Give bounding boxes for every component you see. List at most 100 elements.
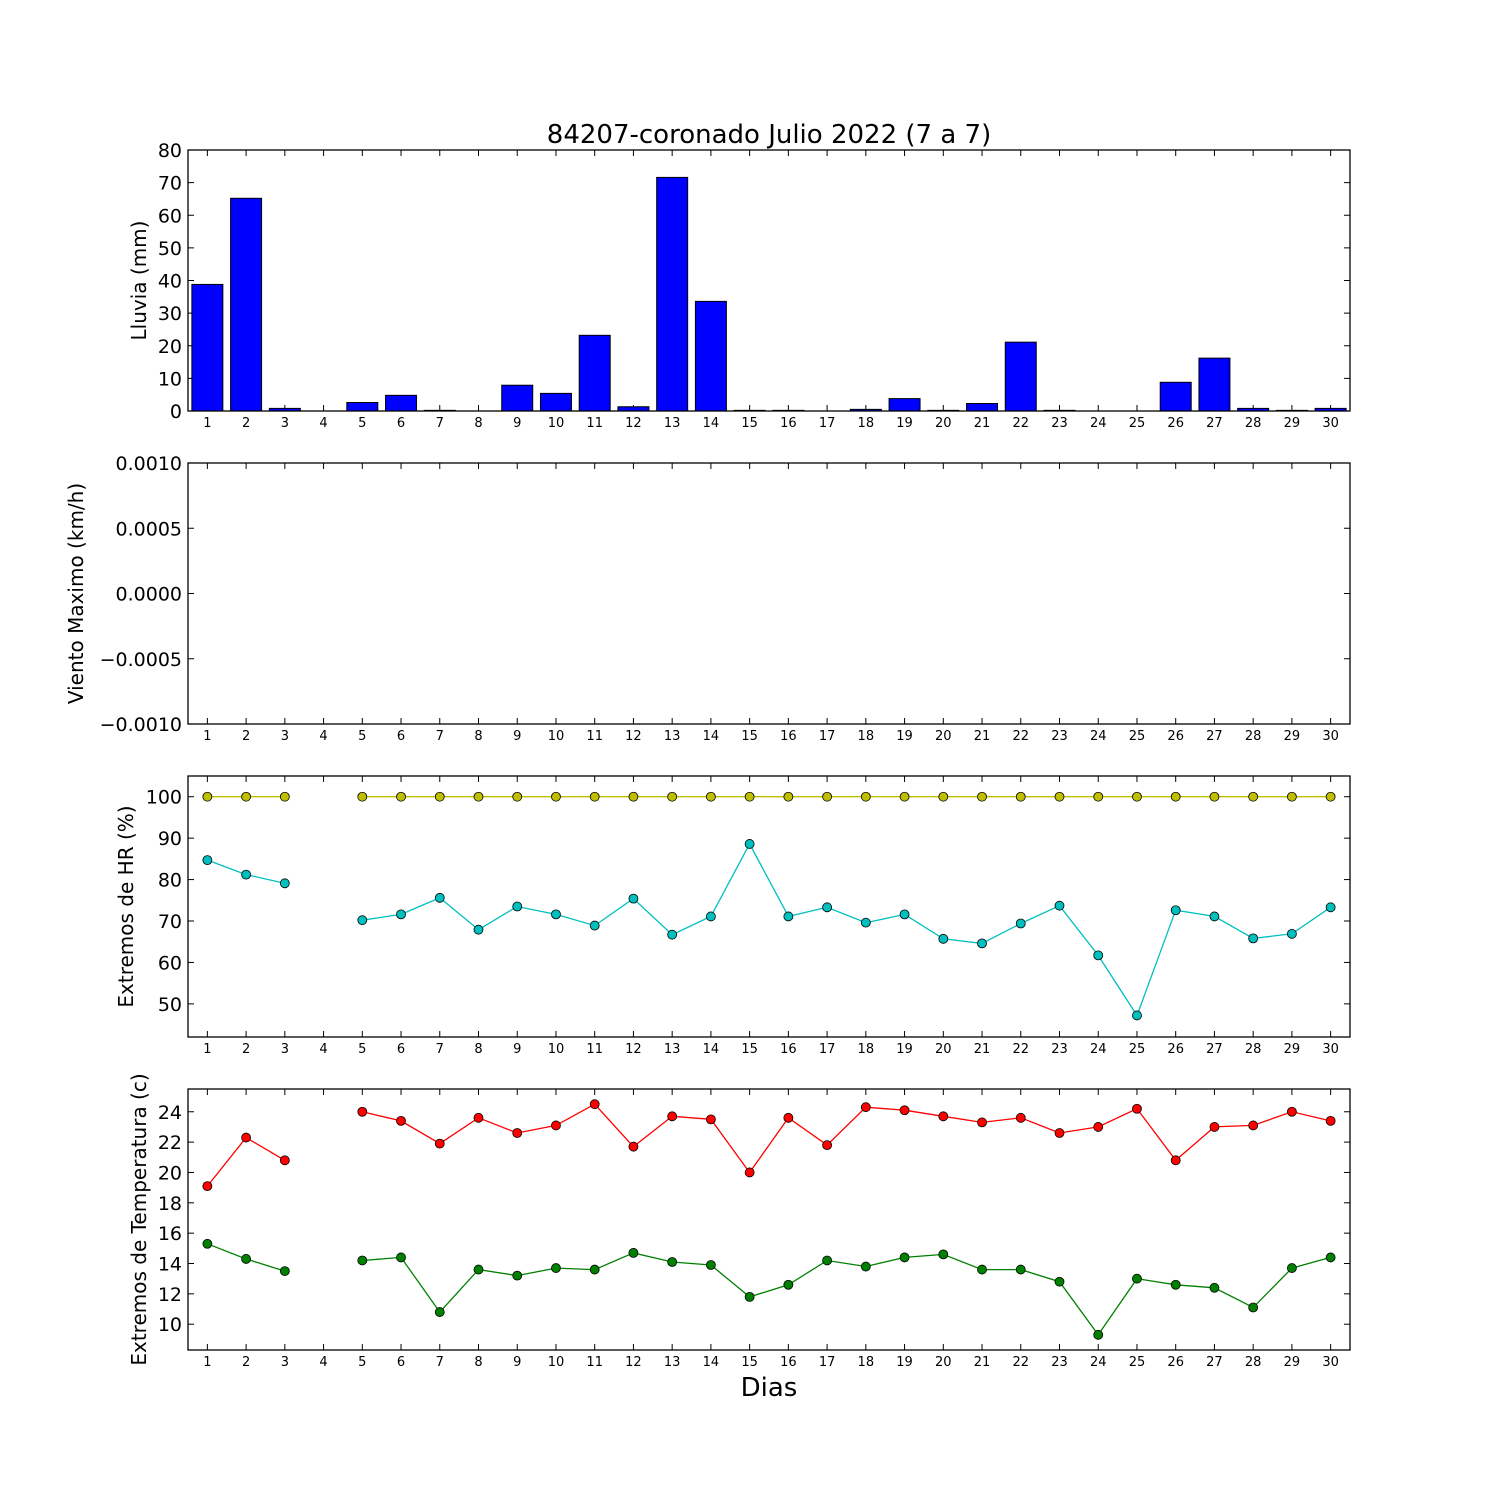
series-0-point-day-7 (434, 1138, 445, 1149)
x-tick-label: 25 (1129, 729, 1146, 744)
x-tick-label: 5 (358, 1355, 366, 1370)
series-0-point-day-11 (589, 791, 600, 802)
series-0-point-day-28 (1248, 1120, 1259, 1131)
x-tick-label: 27 (1206, 729, 1223, 744)
series-0-point-day-19 (899, 1105, 910, 1116)
x-tick-label: 18 (858, 416, 875, 431)
x-tick-label: 10 (548, 416, 565, 431)
series-1-point-day-16 (783, 911, 794, 922)
series-0-point-day-28 (1248, 791, 1259, 802)
y-tick-label: 80 (158, 140, 182, 162)
x-tick-label: 28 (1245, 416, 1262, 431)
x-tick-label: 19 (896, 416, 913, 431)
x-tick-label: 24 (1090, 416, 1107, 431)
series-0-point-day-15 (744, 791, 755, 802)
y-axis-label: Viento Maximo (km/h) (64, 483, 88, 704)
x-tick-label: 14 (703, 1042, 720, 1057)
x-tick-label: 2 (242, 729, 250, 744)
series-1-point-day-17 (822, 902, 832, 913)
series-1-point-day-5 (357, 1255, 368, 1266)
x-tick-label: 19 (896, 1355, 913, 1370)
x-tick-label: 13 (664, 416, 681, 431)
series-1-point-day-29 (1287, 928, 1297, 939)
series-1-point-day-12 (628, 1247, 639, 1258)
x-tick-label: 7 (436, 416, 444, 431)
x-tick-label: 9 (513, 416, 521, 431)
series-1-point-day-6 (396, 1252, 406, 1263)
series-0-point-day-24 (1093, 1122, 1104, 1132)
x-tick-label: 23 (1051, 1355, 1068, 1370)
x-tick-label: 3 (281, 1355, 289, 1370)
series-0-point-day-1 (202, 1181, 213, 1192)
series-0-point-day-18 (860, 791, 871, 802)
series-0-point-day-13 (667, 1111, 678, 1122)
series-1-point-day-10 (551, 1263, 561, 1273)
series-1-point-day-19 (899, 1252, 910, 1263)
y-tick-label: 18 (158, 1193, 182, 1215)
y-tick-label: 70 (158, 173, 182, 195)
x-tick-label: 25 (1129, 416, 1146, 431)
x-tick-label: 8 (474, 1042, 482, 1057)
x-tick-label: 28 (1245, 729, 1262, 744)
series-1-point-day-3 (279, 1266, 290, 1276)
x-tick-label: 4 (319, 416, 327, 431)
bar-day-2 (230, 197, 263, 412)
x-tick-label: 30 (1322, 1355, 1339, 1370)
series-0-point-day-23 (1054, 791, 1065, 802)
x-tick-label: 30 (1322, 416, 1339, 431)
y-tick-label: 0.0000 (116, 584, 182, 606)
x-tick-label: 19 (896, 729, 913, 744)
series-1-point-day-1 (202, 1238, 213, 1249)
y-tick-label: 20 (158, 336, 182, 358)
y-tick-label: 10 (158, 1314, 182, 1336)
x-tick-label: 1 (203, 1355, 211, 1370)
x-tick-label: 28 (1245, 1355, 1262, 1370)
x-tick-label: 21 (974, 416, 991, 431)
series-1-point-day-27 (1209, 911, 1220, 922)
series-1-point-day-26 (1170, 905, 1181, 916)
y-tick-label: 0.0010 (116, 453, 182, 475)
series-1-point-day-7 (434, 1307, 445, 1317)
x-tick-label: 1 (203, 416, 211, 431)
series-0-point-day-11 (589, 1099, 600, 1110)
series-0-point-day-17 (822, 1140, 832, 1151)
x-tick-label: 6 (397, 729, 405, 744)
series-1-point-day-17 (822, 1255, 832, 1266)
series-0-point-day-6 (396, 1115, 406, 1126)
x-tick-label: 2 (242, 416, 250, 431)
x-tick-label: 23 (1051, 729, 1068, 744)
x-tick-label: 3 (281, 416, 289, 431)
x-tick-label: 24 (1090, 1355, 1107, 1370)
series-1-point-day-7 (434, 892, 445, 903)
series-0-point-day-16 (783, 1112, 794, 1123)
bar-day-21 (966, 402, 999, 412)
y-axis-label: Lluvia (mm) (127, 221, 151, 341)
series-1-point-day-23 (1054, 1276, 1065, 1287)
series-0-point-day-15 (744, 1167, 755, 1178)
x-tick-label: 16 (780, 1355, 797, 1370)
y-tick-label: 16 (158, 1223, 182, 1245)
series-1-point-day-24 (1093, 1329, 1104, 1340)
series-1-line (362, 842, 1331, 1017)
series-0-point-day-7 (434, 791, 445, 802)
bar-day-10 (539, 392, 572, 412)
x-tick-label: 9 (513, 729, 521, 744)
bar-day-19 (888, 398, 921, 412)
x-tick-label: 14 (703, 1355, 720, 1370)
y-tick-label: 20 (158, 1162, 182, 1184)
plot-frame (187, 775, 1351, 1038)
y-tick-label: 60 (158, 205, 182, 227)
x-tick-label: 15 (741, 1042, 758, 1057)
x-tick-label: 15 (741, 729, 758, 744)
series-0-point-day-20 (938, 1111, 949, 1122)
chart-title: 84207-coronado Julio 2022 (7 a 7) (547, 120, 991, 150)
series-0-point-day-12 (628, 791, 639, 802)
series-1-point-day-2 (241, 869, 252, 880)
series-0-point-day-19 (899, 791, 910, 802)
x-tick-label: 29 (1284, 1042, 1301, 1057)
x-tick-label: 16 (780, 1042, 797, 1057)
series-0-point-day-29 (1287, 791, 1297, 802)
series-1-point-day-18 (860, 917, 871, 928)
